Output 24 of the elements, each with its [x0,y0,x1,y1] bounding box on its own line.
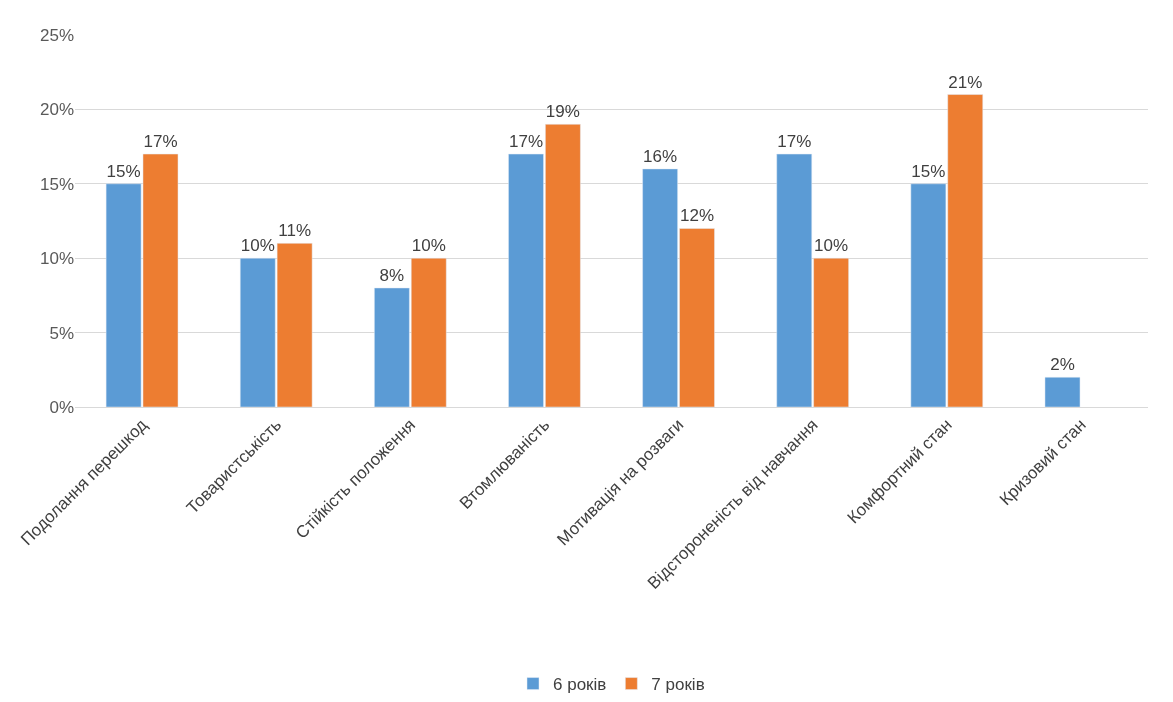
data-label: 16% [643,146,678,166]
data-label: 10% [411,236,446,256]
data-label: 17% [508,132,544,152]
y-tick-label: 15% [39,174,74,194]
y-tick-label: 0% [49,397,74,417]
y-tick-label: 5% [49,323,74,343]
data-label: 19% [545,102,580,122]
data-label: 10% [240,236,275,256]
data-label: 8% [379,265,405,285]
y-tick-label: 20% [39,100,74,120]
y-tick-label: 25% [39,25,74,45]
legend-label: 7 років [651,675,705,695]
data-label: 12% [679,206,715,226]
data-label: 15% [106,161,141,181]
data-label: 17% [777,132,812,152]
data-label: 15% [911,161,946,181]
data-label: 2% [1050,355,1075,375]
legend-label: 6 років [553,675,607,695]
y-tick-label: 10% [39,249,74,269]
data-label: 17% [143,132,178,152]
data-label: 11% [278,221,312,241]
bar [1044,376,1081,407]
data-label: 10% [814,236,849,256]
data-label: 21% [948,72,983,92]
